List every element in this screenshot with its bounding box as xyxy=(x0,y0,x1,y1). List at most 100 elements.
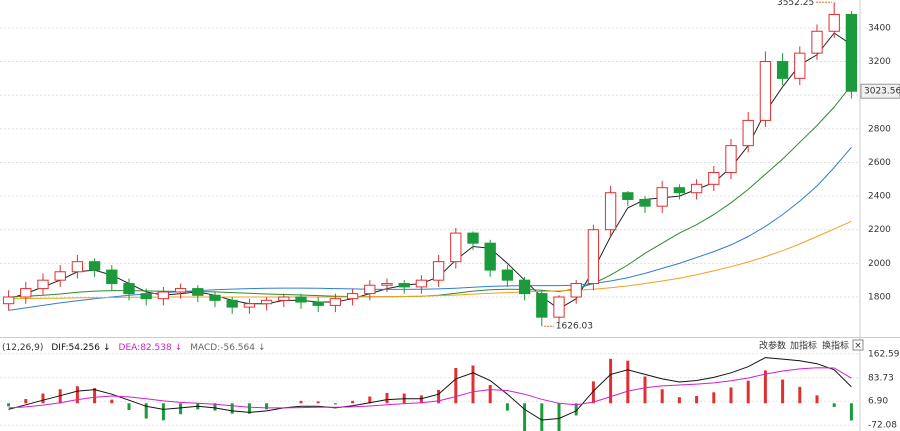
macd-bar xyxy=(746,380,750,404)
macd-bar xyxy=(832,403,836,407)
candle-body xyxy=(381,283,393,286)
macd-arrow: ↓ xyxy=(258,343,266,353)
candle-body xyxy=(622,192,634,200)
macd-bar xyxy=(574,403,578,416)
macd-bar xyxy=(41,393,45,404)
candle-body xyxy=(828,13,840,32)
macd-bar xyxy=(626,360,630,404)
indicator-button[interactable]: 加指标 xyxy=(790,340,817,352)
y-tick-label: 2800 xyxy=(868,124,891,134)
candle-body xyxy=(364,284,376,295)
candle-body xyxy=(553,296,565,318)
macd-bar xyxy=(247,403,251,414)
candle-body xyxy=(140,293,152,300)
macd-bar xyxy=(419,395,423,404)
y-tick-label: 162.59 xyxy=(868,349,900,359)
candle-body xyxy=(106,269,118,285)
candle-body xyxy=(501,269,514,281)
macd-bar xyxy=(299,400,303,404)
min-label: 1626.03 xyxy=(556,322,593,332)
macd-bar xyxy=(179,403,183,415)
candle-body xyxy=(639,198,651,207)
macd-bar xyxy=(75,386,79,404)
last-price-box xyxy=(860,83,900,99)
candle-body xyxy=(123,283,135,295)
macd-bar xyxy=(437,389,441,404)
macd-bar xyxy=(7,403,11,407)
macd-bar xyxy=(815,395,819,404)
candle-body xyxy=(725,145,737,174)
candle-body xyxy=(226,299,238,308)
macd-bar xyxy=(591,381,595,404)
macd-label: MACD: xyxy=(190,343,220,353)
macd-bar xyxy=(609,358,613,404)
candle-body xyxy=(570,283,582,298)
macd-bar xyxy=(660,389,664,404)
dea-value: 82.538 xyxy=(140,343,172,353)
candle-body xyxy=(174,288,187,293)
macd-bar xyxy=(110,399,114,404)
dif-value: 54.256 xyxy=(68,343,100,353)
candle-body xyxy=(432,261,445,281)
candle-body xyxy=(450,232,462,263)
macd-bar xyxy=(781,379,785,404)
macd-bar xyxy=(471,365,475,404)
y-tick-label: 2600 xyxy=(868,158,891,168)
candle-body xyxy=(192,288,204,296)
candle-body xyxy=(88,261,101,271)
macd-bar xyxy=(643,376,647,404)
y-tick-label: 1800 xyxy=(868,292,891,302)
close-button[interactable]: × xyxy=(854,341,862,351)
candle-body xyxy=(243,303,256,308)
candle-body xyxy=(742,119,754,147)
y-tick-label: 2400 xyxy=(868,192,891,202)
macd-params: (12,26,9) xyxy=(2,343,43,353)
macd-bar xyxy=(316,401,320,404)
macd-bar xyxy=(729,387,733,404)
dif-line xyxy=(8,357,852,421)
candle-body xyxy=(329,298,342,306)
dea-line xyxy=(8,367,852,409)
candle-body xyxy=(518,279,531,295)
candle-body xyxy=(312,301,324,306)
candle-body xyxy=(484,242,496,271)
y-tick-label: -72.08 xyxy=(868,421,897,431)
y-tick-label: 2000 xyxy=(868,259,891,269)
candle-body xyxy=(346,293,359,300)
indicator-button[interactable]: 换指标 xyxy=(822,340,849,352)
candle-body xyxy=(690,183,703,194)
macd-bar xyxy=(677,397,681,404)
candle-body xyxy=(295,296,307,303)
macd-bar xyxy=(161,403,165,421)
macd-header: (12,26,9) DIF:54.256 ↓ DEA:82.538 ↓ MACD:-56.… xyxy=(2,343,266,353)
candle-body xyxy=(157,291,170,300)
macd-bar xyxy=(93,388,97,404)
indicator-button[interactable]: 改参数 xyxy=(759,340,786,352)
close-box[interactable] xyxy=(852,339,864,351)
dea-label: DEA: xyxy=(119,343,141,353)
dif-arrow: ↓ xyxy=(103,343,111,353)
candle-body xyxy=(415,279,428,288)
candle-body xyxy=(673,187,686,194)
macd-bar xyxy=(368,396,372,404)
candle-body xyxy=(54,271,66,281)
candle-body xyxy=(587,229,600,285)
macd-bar xyxy=(213,403,217,411)
candle-body xyxy=(2,296,15,305)
macd-bar xyxy=(540,403,544,431)
macd-bar xyxy=(798,386,802,404)
candle-body xyxy=(845,13,858,92)
macd-bar xyxy=(849,403,853,421)
candle-body xyxy=(604,192,617,231)
macd-bar xyxy=(505,403,509,411)
dif-label: DIF: xyxy=(51,343,68,353)
macd-bar xyxy=(265,403,269,410)
macd-bar xyxy=(523,403,527,431)
macd-bar xyxy=(763,370,767,404)
macd-bar xyxy=(695,395,699,404)
candle-body xyxy=(20,288,32,298)
candle-body xyxy=(794,52,806,79)
max-label: 3552.25 xyxy=(777,0,814,8)
